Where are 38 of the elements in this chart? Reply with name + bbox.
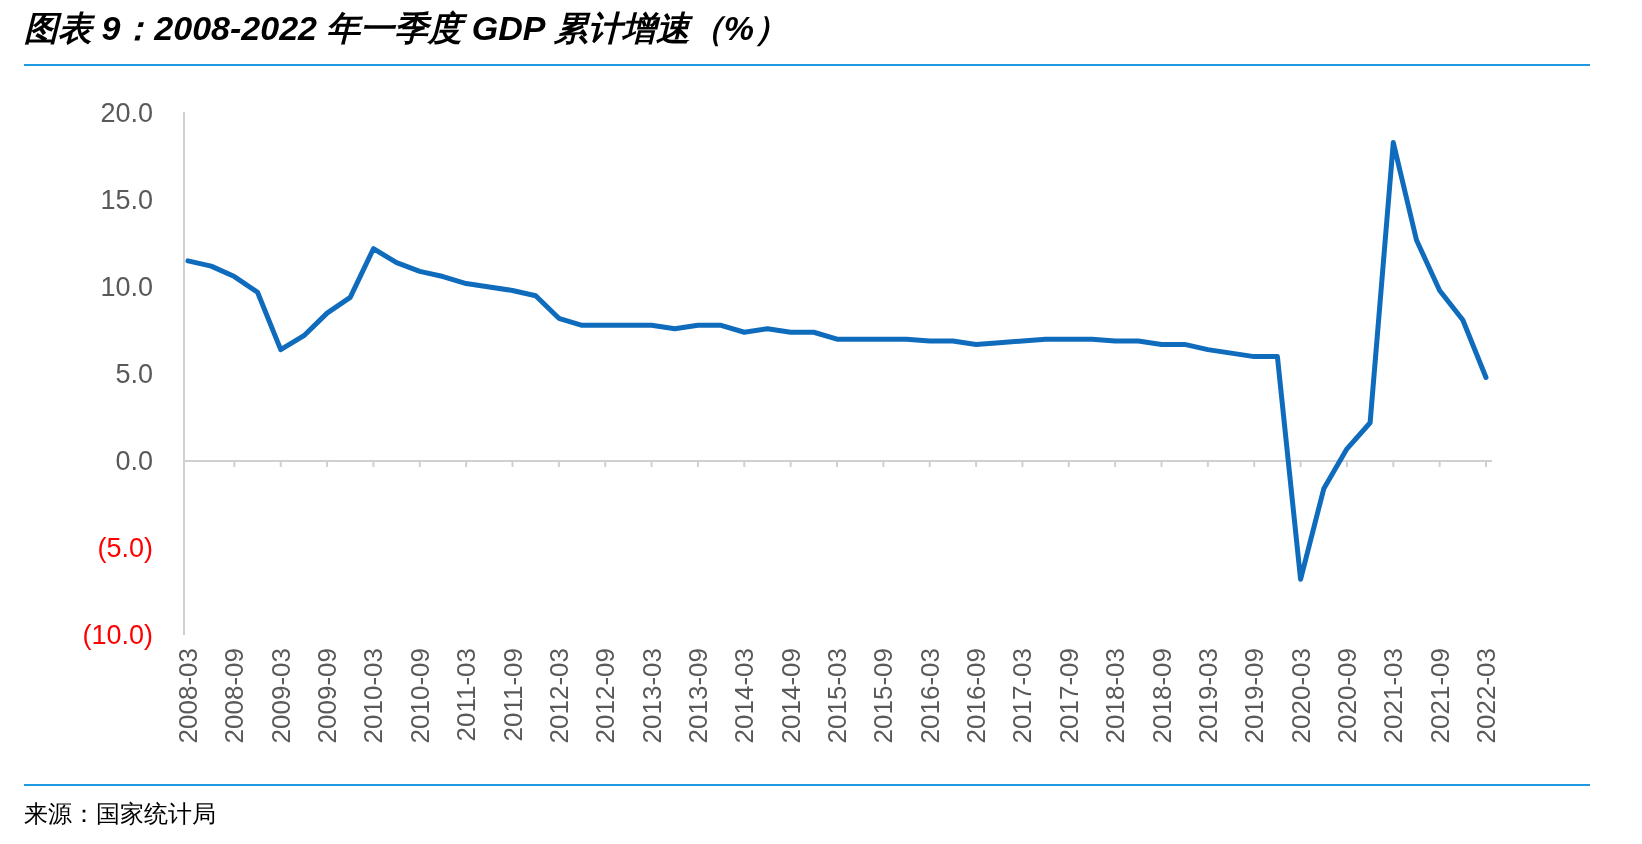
x-tick-label: 2021-09: [1424, 648, 1455, 744]
x-tick-label: 2010-09: [404, 648, 435, 744]
x-tick-label: 2013-09: [682, 648, 713, 744]
x-tick-label: 2019-03: [1192, 648, 1223, 744]
x-tick-label: 2014-09: [775, 648, 806, 744]
x-tick-label: 2009-09: [312, 648, 343, 744]
x-tick-label: 2022-03: [1471, 648, 1501, 744]
x-tick-label: 2008-09: [219, 648, 250, 744]
y-tick-label: 10.0: [100, 272, 153, 302]
chart-title: 图表 9：2008-2022 年一季度 GDP 累计增速（%）: [24, 9, 788, 47]
x-tick-label: 2017-09: [1053, 648, 1084, 744]
y-tick-label: (10.0): [82, 620, 153, 650]
x-tick-label: 2009-03: [265, 648, 296, 744]
y-tick-label: 20.0: [100, 98, 153, 128]
y-tick-label: 5.0: [115, 359, 153, 389]
x-tick-label: 2012-09: [590, 648, 621, 744]
x-tick-label: 2012-03: [543, 648, 574, 744]
x-tick-label: 2021-03: [1378, 648, 1409, 744]
x-tick-label: 2008-03: [173, 648, 203, 744]
x-tick-label: 2018-09: [1146, 648, 1177, 744]
x-tick-label: 2016-03: [914, 648, 945, 744]
y-tick-label: (5.0): [97, 533, 153, 563]
x-tick-label: 2010-03: [358, 648, 389, 744]
y-tick-label: 15.0: [100, 185, 153, 215]
x-tick-label: 2019-09: [1239, 648, 1270, 744]
x-tick-label: 2013-03: [636, 648, 667, 744]
x-tick-label: 2020-03: [1285, 648, 1316, 744]
x-tick-label: 2020-09: [1331, 648, 1362, 744]
x-tick-label: 2014-03: [729, 648, 760, 744]
x-tick-label: 2017-03: [1007, 648, 1038, 744]
source-note: 来源：国家统计局: [24, 800, 216, 828]
x-tick-label: 2011-03: [451, 648, 482, 742]
x-tick-label: 2015-09: [868, 648, 899, 744]
x-tick-label: 2015-03: [822, 648, 852, 744]
x-tick-label: 2018-03: [1100, 648, 1131, 744]
x-tick-label: 2016-09: [961, 648, 992, 744]
y-tick-label: 0.0: [115, 446, 153, 476]
x-tick-label: 2011-09: [497, 648, 528, 742]
